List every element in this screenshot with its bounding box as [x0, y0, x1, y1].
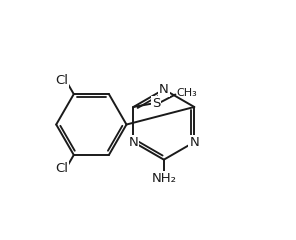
Text: Cl: Cl [55, 162, 68, 175]
Text: N: N [159, 83, 169, 96]
Text: Cl: Cl [55, 74, 68, 87]
Text: S: S [152, 97, 160, 110]
Text: N: N [128, 136, 138, 149]
Text: N: N [189, 136, 199, 149]
Text: NH₂: NH₂ [151, 172, 176, 186]
Text: CH₃: CH₃ [176, 88, 197, 98]
